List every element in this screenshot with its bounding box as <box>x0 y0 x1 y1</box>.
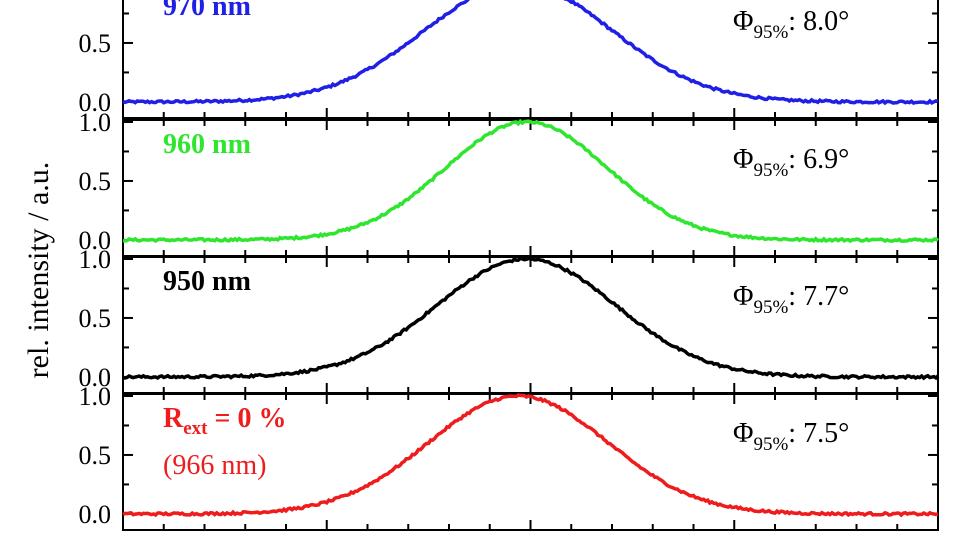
phi-annotation: Φ95%: 7.5° <box>733 418 849 455</box>
phi-subscript: 95% <box>753 297 788 318</box>
series-label-subscript: ext <box>183 418 208 439</box>
phi-annotation: Φ95%: 8.0° <box>733 6 849 43</box>
phi-annotation: Φ95%: 6.9° <box>733 144 849 181</box>
phi-symbol: Φ <box>733 418 753 449</box>
y-tick-label: 0.0 <box>79 226 112 255</box>
y-tick-label: 0.5 <box>79 167 112 196</box>
phi-symbol: Φ <box>733 281 753 312</box>
phi-value: : 8.0° <box>788 6 849 37</box>
phi-subscript: 95% <box>753 434 788 455</box>
y-tick-label: 1.0 <box>79 108 112 137</box>
y-tick-label: 0.5 <box>79 441 112 470</box>
y-axis-label: rel. intensity / a.u. <box>22 162 55 379</box>
series-sublabel: (966 nm) <box>163 450 266 481</box>
panel-1: 0.0 0.5 970 nm Φ95%: 8.0° <box>79 0 939 119</box>
series-line <box>122 256 940 381</box>
series-label-rest: = 0 % <box>208 403 287 434</box>
y-tick-label: 0.5 <box>79 304 112 333</box>
y-tick-label: 0.5 <box>79 29 112 58</box>
phi-symbol: Φ <box>733 144 753 175</box>
y-tick-label: 0.0 <box>79 500 112 529</box>
y-tick-label: 1.0 <box>79 245 112 274</box>
phi-value: : 6.9° <box>788 144 849 175</box>
phi-subscript: 95% <box>753 22 788 43</box>
phi-subscript: 95% <box>753 160 788 181</box>
phi-symbol: Φ <box>733 6 753 37</box>
series-label: Rext = 0 % <box>163 403 286 439</box>
y-tick-label: 0.0 <box>79 88 112 117</box>
series-line <box>122 393 939 518</box>
phi-value: : 7.7° <box>788 281 849 312</box>
panel-2: 0.0 0.5 1.0 960 nm Φ95%: 6.9° <box>79 108 940 257</box>
series-label-main: R <box>163 403 184 434</box>
series-label: 960 nm <box>163 129 251 160</box>
series-label: 950 nm <box>163 266 251 297</box>
panel-4: 0.0 0.5 1.0 Rext = 0 % (966 nm) Φ95%: 7.5° <box>79 382 939 531</box>
series-line <box>122 118 940 244</box>
panel-3: 0.0 0.5 1.0 950 nm Φ95%: 7.7° <box>79 245 940 394</box>
phi-annotation: Φ95%: 7.7° <box>733 281 849 318</box>
y-tick-label: 1.0 <box>79 382 112 411</box>
phi-value: : 7.5° <box>788 418 849 449</box>
y-tick-label: 0.0 <box>79 363 112 392</box>
series-label: 970 nm <box>163 0 251 22</box>
series-line <box>122 0 939 106</box>
